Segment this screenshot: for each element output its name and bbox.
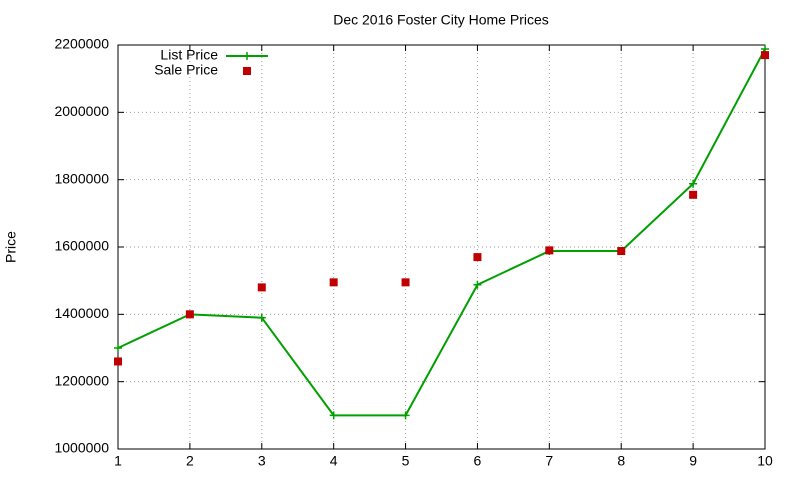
- data-point: [545, 246, 554, 255]
- data-point: [329, 278, 338, 287]
- x-tick-label: 5: [402, 453, 410, 469]
- y-tick-label: 1800000: [54, 170, 109, 186]
- data-point: [761, 51, 769, 60]
- x-tick-label: 2: [186, 453, 194, 469]
- y-tick-label: 1200000: [54, 372, 109, 388]
- y-tick-label: 1000000: [54, 440, 109, 456]
- x-tick-label: 7: [545, 453, 553, 469]
- data-point: [185, 310, 194, 319]
- data-point: [689, 190, 698, 199]
- x-tick-label: 8: [617, 453, 625, 469]
- x-tick-label: 3: [258, 453, 266, 469]
- x-tick-label: 6: [474, 453, 482, 469]
- y-tick-label: 1400000: [54, 305, 109, 321]
- data-point: [617, 247, 626, 256]
- y-tick-label: 2000000: [54, 103, 109, 119]
- data-point: [401, 278, 410, 287]
- x-tick-label: 9: [689, 453, 697, 469]
- data-point: [257, 283, 266, 292]
- data-point: [473, 280, 482, 289]
- x-tick-label: 10: [757, 453, 773, 469]
- legend-swatch: [243, 67, 251, 75]
- y-axis-label: Price: [3, 231, 19, 263]
- data-point: [114, 357, 122, 366]
- plot-border: [117, 44, 766, 450]
- data-point: [401, 411, 410, 420]
- x-tick-label: 4: [330, 453, 338, 469]
- data-point: [689, 179, 698, 188]
- chart-title: Dec 2016 Foster City Home Prices: [333, 12, 549, 28]
- y-tick-label: 1600000: [54, 238, 109, 254]
- legend-label: Sale Price: [154, 62, 218, 78]
- y-tick-label: 2200000: [54, 36, 109, 52]
- legend-label: List Price: [160, 47, 218, 63]
- x-tick-label: 1: [114, 453, 122, 469]
- data-point: [329, 411, 338, 420]
- data-point: [473, 253, 482, 262]
- series-line: [117, 48, 766, 417]
- legend-swatch: [243, 52, 251, 60]
- data-point: [114, 344, 122, 352]
- data-point: [257, 313, 266, 322]
